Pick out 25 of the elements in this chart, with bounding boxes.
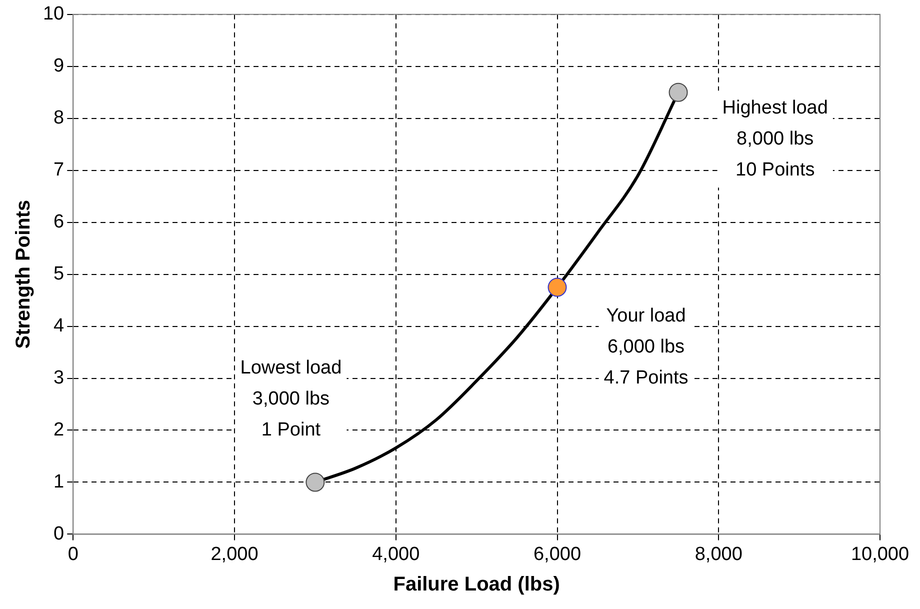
y-tick-label: 4 bbox=[54, 316, 65, 337]
y-tick-label: 3 bbox=[54, 367, 64, 388]
y-tick-label: 9 bbox=[54, 56, 64, 77]
point bbox=[548, 278, 567, 297]
annotation: Highest load 8,000 lbs 10 Points bbox=[722, 97, 828, 180]
x-axis-title: Failure Load (lbs) bbox=[393, 574, 560, 596]
x-tick-label: 2,000 bbox=[210, 544, 258, 565]
x-tick-label: 0 bbox=[68, 544, 78, 565]
annotation: Lowest load 3,000 lbs 1 Point bbox=[240, 357, 342, 440]
y-tick-label: 7 bbox=[54, 160, 64, 181]
x-tick-label: 6,000 bbox=[533, 544, 582, 565]
y-tick-label: 5 bbox=[54, 264, 64, 285]
point bbox=[668, 82, 688, 102]
x-tick-label: 4,000 bbox=[372, 544, 420, 565]
y-tick-label: 1 bbox=[54, 471, 64, 492]
y-tick-label: 2 bbox=[54, 419, 64, 440]
y-tick-label: 0 bbox=[54, 523, 64, 544]
y-tick-label: 8 bbox=[54, 108, 64, 129]
y-tick-label: 10 bbox=[42, 4, 64, 25]
annotation: Your load 6,000 lbs 4.7 Points bbox=[604, 305, 688, 388]
y-axis-title: Strength Points bbox=[12, 200, 35, 349]
point bbox=[306, 472, 325, 492]
y-tick-label: 6 bbox=[54, 212, 64, 233]
x-tick-label: 10,000 bbox=[850, 544, 910, 565]
x-tick-label: 8,000 bbox=[694, 544, 742, 565]
